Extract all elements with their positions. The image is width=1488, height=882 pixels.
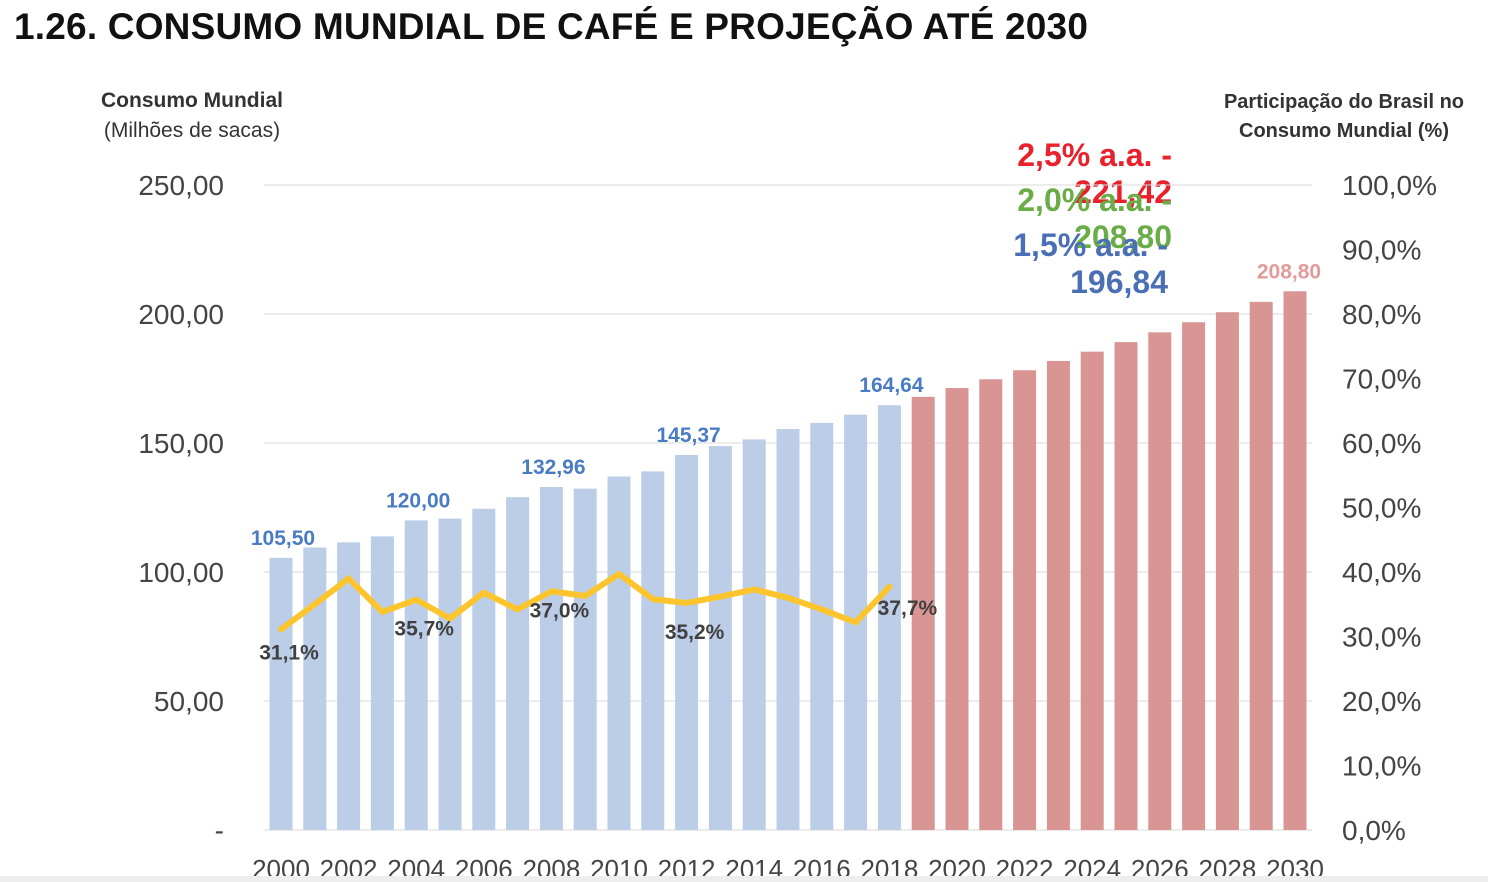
- projection-label-20: 2,0% a.a. - 208,80: [860, 145, 1172, 256]
- bar-value-label: 164,64: [859, 374, 924, 397]
- projection-label-15: 1,5% a.a. - 196,84: [856, 190, 1168, 301]
- bar: [472, 508, 496, 830]
- bar: [573, 488, 597, 830]
- y-left-tick-label: 150,00: [138, 428, 224, 459]
- y-left-tick-label: -: [215, 815, 224, 846]
- y-right-tick-label: 90,0%: [1342, 235, 1421, 266]
- bar: [506, 497, 530, 830]
- projection-rate: 2,5% a.a. -: [1017, 137, 1172, 173]
- bar-value-label: 145,37: [656, 424, 720, 447]
- bar-value-label: 132,96: [521, 456, 585, 479]
- y-right-tick-label: 30,0%: [1342, 622, 1421, 653]
- bar: [1215, 312, 1239, 831]
- bar: [269, 557, 293, 830]
- y-left-tick-label: 100,00: [138, 557, 224, 588]
- line-value-label: 35,2%: [665, 621, 725, 644]
- bar: [539, 486, 563, 830]
- bar: [945, 388, 969, 830]
- bar: [438, 518, 462, 830]
- y-right-tick-label: 100,0%: [1342, 170, 1437, 201]
- page-title: 1.26. CONSUMO MUNDIAL DE CAFÉ E PROJEÇÃO…: [14, 6, 1089, 47]
- y-left-axis-title-main: Consumo Mundial: [101, 89, 283, 112]
- bar-value-label: 120,00: [386, 489, 450, 512]
- bar: [1148, 332, 1172, 830]
- bar: [708, 446, 732, 830]
- line-value-label: 37,0%: [530, 599, 590, 622]
- participation-line: [278, 570, 893, 633]
- y-left-axis-title: Consumo Mundial (Milhões de sacas): [72, 86, 312, 146]
- bar: [1283, 291, 1307, 830]
- y-right-tick-label: 10,0%: [1342, 751, 1421, 782]
- y-right-tick-label: 20,0%: [1342, 686, 1421, 717]
- line-value-label: 35,7%: [394, 618, 454, 641]
- bar: [911, 396, 935, 830]
- y-left-tick-label: 200,00: [138, 299, 224, 330]
- bar: [1182, 322, 1206, 830]
- projection-value: 221,42: [1074, 174, 1172, 210]
- bar: [1249, 301, 1273, 830]
- bars: [269, 291, 1307, 831]
- y-left-axis-title-unit: (Milhões de sacas): [103, 119, 281, 142]
- projection-value: 196,84: [1070, 264, 1168, 300]
- bar: [810, 422, 834, 830]
- line-value-label: 37,7%: [878, 597, 938, 620]
- y-right-tick-label: 40,0%: [1342, 557, 1421, 588]
- bar: [607, 476, 631, 830]
- bar: [1046, 360, 1070, 830]
- y-right-axis-title-line1: Participação do Brasil no: [1223, 91, 1465, 113]
- projection-label-25: 2,5% a.a. - 221,42: [860, 100, 1172, 211]
- y-right-tick-label: 70,0%: [1342, 364, 1421, 395]
- y-right-tick-label: 0,0%: [1342, 815, 1406, 846]
- projection-rate: 1,5% a.a. -: [1013, 227, 1168, 263]
- bar-value-label: 105,50: [251, 527, 315, 550]
- y-left-tick-label: 50,00: [154, 686, 224, 717]
- bar: [1080, 351, 1104, 830]
- bar: [1013, 370, 1037, 830]
- line-value-label: 31,1%: [259, 641, 319, 664]
- y-right-tick-label: 60,0%: [1342, 428, 1421, 459]
- bar-value-label: 208,80: [1257, 260, 1321, 283]
- bar: [1114, 342, 1138, 830]
- bar: [776, 429, 800, 830]
- projection-rate: 2,0% a.a. -: [1017, 182, 1172, 218]
- projection-value: 208,80: [1074, 219, 1172, 255]
- y-right-tick-label: 80,0%: [1342, 299, 1421, 330]
- bar: [370, 536, 394, 830]
- y-right-axis-title: Participação do Brasil no Consumo Mundia…: [1208, 88, 1480, 146]
- bar: [979, 379, 1003, 830]
- bar: [641, 471, 665, 830]
- bar: [742, 439, 766, 830]
- data-labels: 105,50 120,00 132,96 145,37 164,64 208,80 31,1…: [251, 260, 1321, 664]
- y-right-tick-label: 50,0%: [1342, 493, 1421, 524]
- y-right-axis-title-line2: Consumo Mundial (%): [1239, 120, 1449, 142]
- y-left-tick-label: 250,00: [138, 170, 224, 201]
- bar: [303, 547, 327, 830]
- participation-line-group: [278, 570, 893, 633]
- bar: [404, 520, 428, 830]
- bar: [675, 454, 699, 830]
- bar: [877, 405, 901, 830]
- bar: [337, 542, 361, 830]
- bottom-strip: [0, 876, 1488, 882]
